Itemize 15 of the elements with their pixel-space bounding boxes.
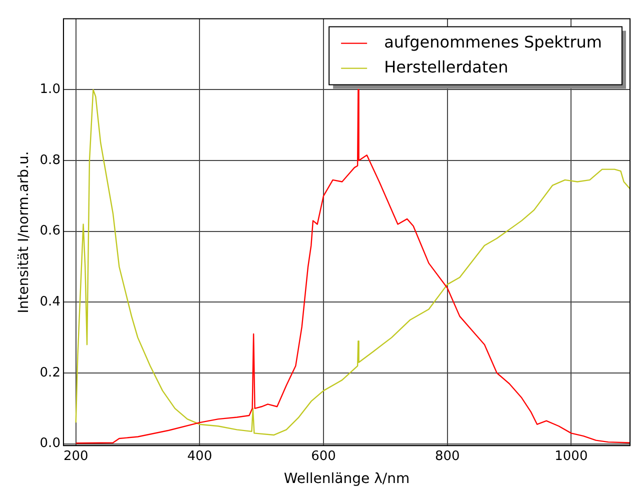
x-tick-label: 1000 <box>554 448 588 464</box>
y-tick-label: 0.0 <box>40 436 60 452</box>
x-tick-label: 200 <box>63 448 88 464</box>
x-tick-label: 600 <box>311 448 336 464</box>
y-tick-label: 0.6 <box>40 224 60 239</box>
x-axis-title: Wellenlänge λ/nm <box>284 471 410 488</box>
legend-label: Herstellerdaten <box>384 57 508 76</box>
y-tick-label: 0.8 <box>40 152 60 168</box>
y-tick-label: 0.2 <box>40 365 60 380</box>
legend-label: aufgenommenes Spektrum <box>384 32 602 52</box>
x-tick-label: 400 <box>187 448 212 464</box>
y-axis-title: Intensität I/norm.arb.u. <box>16 151 32 314</box>
y-tick-label: 0.4 <box>40 294 60 310</box>
x-tick-label: 800 <box>434 448 460 464</box>
y-tick-label: 1.0 <box>40 82 60 98</box>
